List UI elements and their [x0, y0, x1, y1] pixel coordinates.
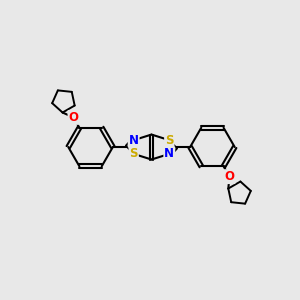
Text: N: N [129, 134, 139, 147]
Text: N: N [164, 147, 174, 161]
Text: S: S [129, 147, 138, 161]
Text: S: S [165, 134, 174, 147]
Text: O: O [68, 111, 79, 124]
Text: O: O [224, 170, 235, 183]
